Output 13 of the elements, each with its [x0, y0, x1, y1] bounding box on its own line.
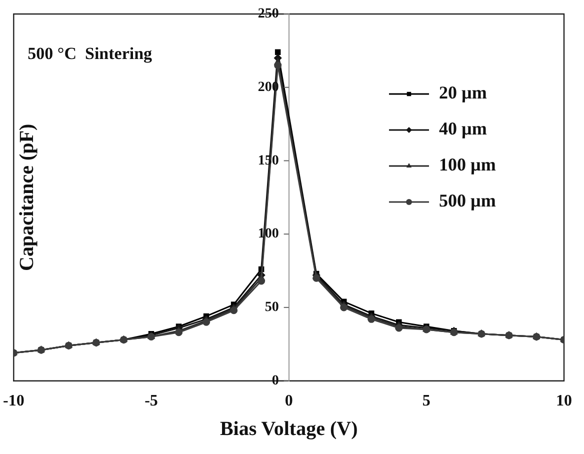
annotation: 500 °C Sintering: [28, 44, 153, 63]
legend-label: 500 µm: [439, 190, 496, 211]
x-tick-label: 0: [284, 392, 293, 410]
y-axis-title: Capacitance (pF): [16, 124, 38, 271]
legend-label: 40 µm: [439, 118, 487, 139]
x-axis-title: Bias Voltage (V): [220, 418, 358, 440]
x-tick-label: 10: [556, 392, 572, 410]
x-tick-label: 5: [422, 392, 430, 410]
x-tick-label: -5: [144, 392, 158, 410]
x-tick-label: -10: [3, 392, 24, 410]
legend-label: 100 µm: [439, 154, 496, 175]
y-tick-label: 50: [264, 300, 279, 316]
legend-label: 20 µm: [439, 82, 487, 103]
